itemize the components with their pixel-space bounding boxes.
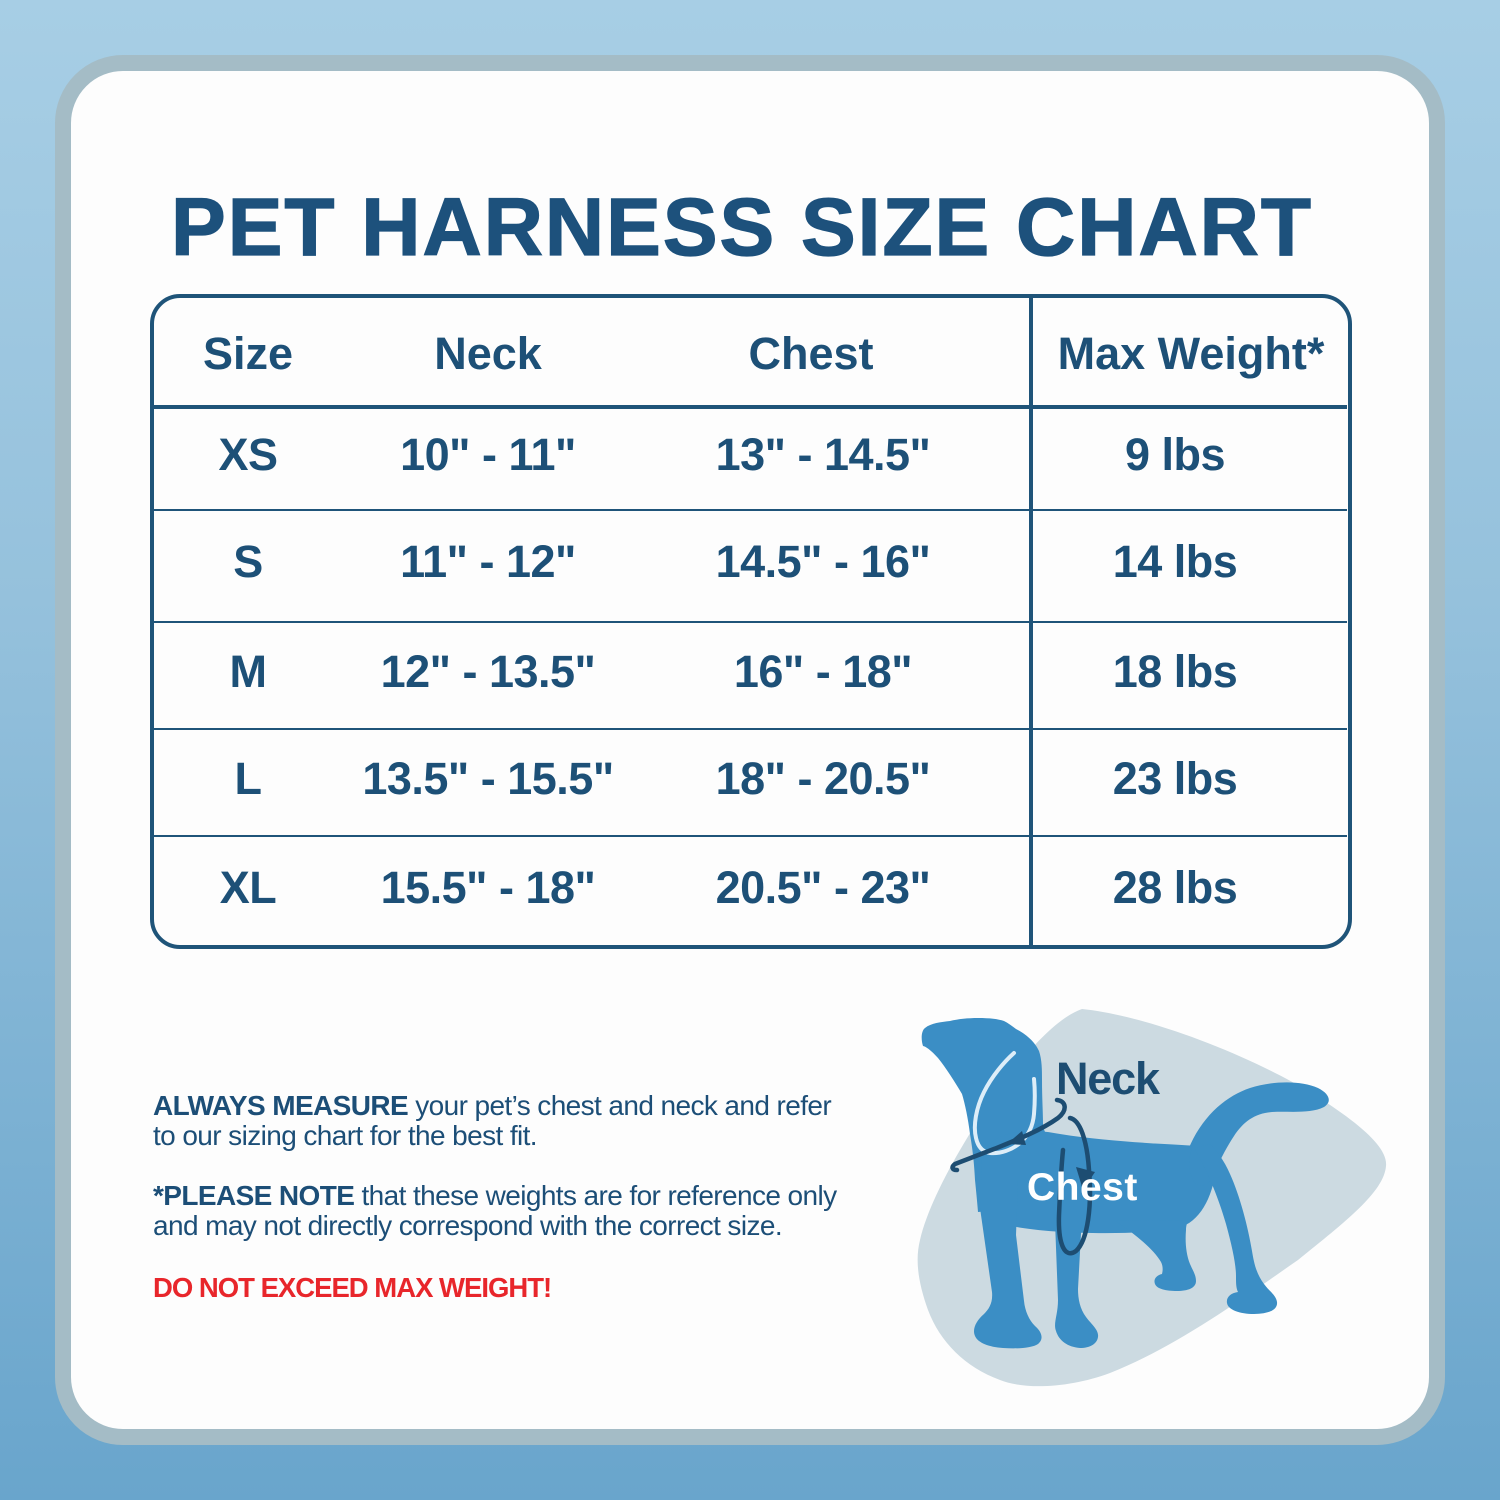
svg-text:Chest: Chest xyxy=(1027,1166,1138,1209)
svg-text:Neck: Neck xyxy=(1056,1053,1161,1104)
